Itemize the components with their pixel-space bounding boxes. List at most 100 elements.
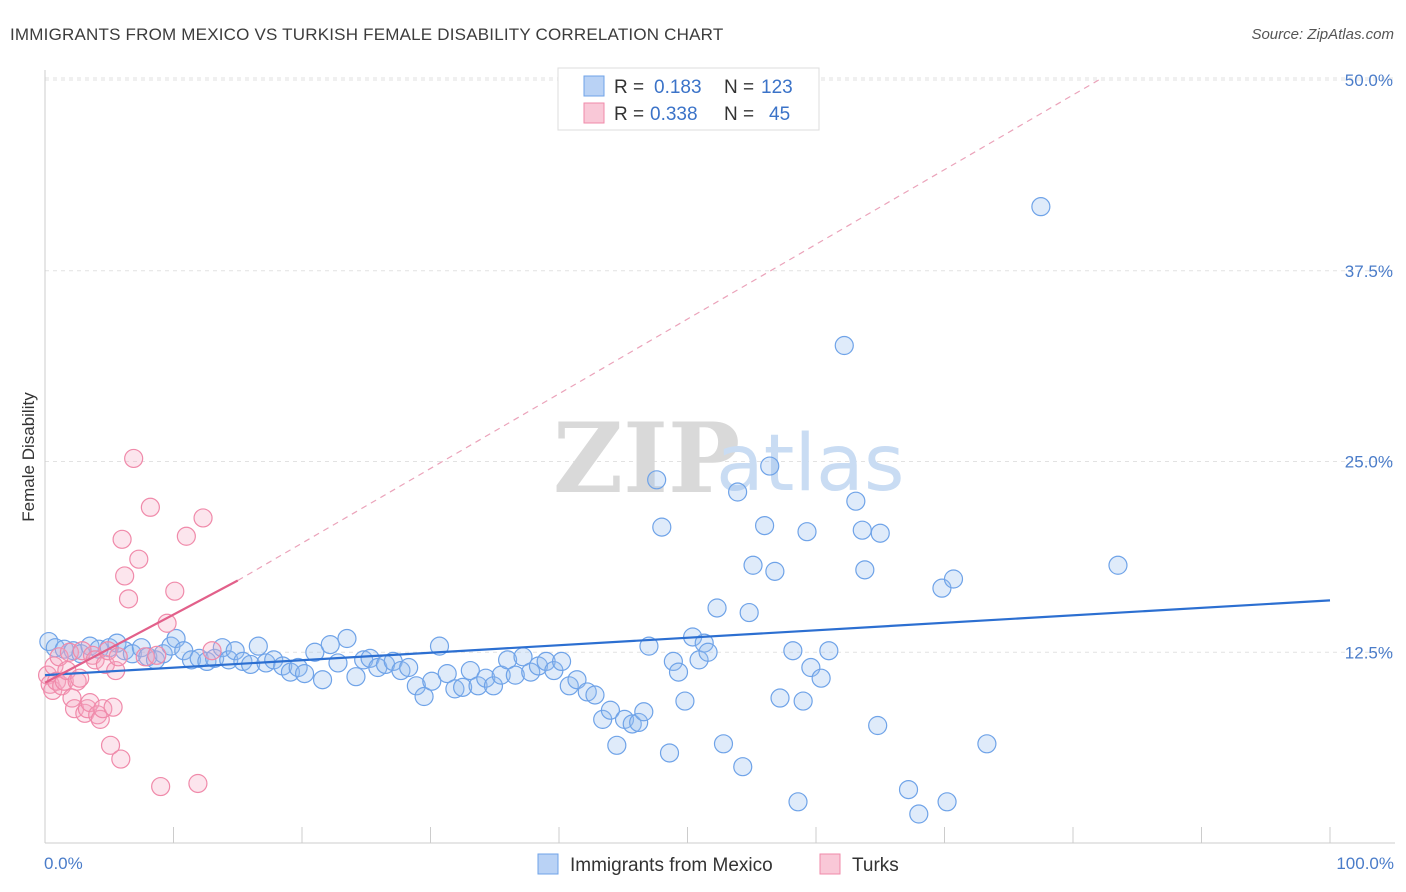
point-0-108 <box>852 520 872 540</box>
point-0-117 <box>977 734 997 754</box>
series-swatch-turks <box>819 853 841 875</box>
point-0-48 <box>414 686 434 707</box>
point-0-109 <box>855 560 875 580</box>
chart-source: Source: ZipAtlas.com <box>1251 26 1394 43</box>
point-0-81 <box>659 743 680 763</box>
watermark-atlas: atlas <box>716 419 905 509</box>
axes <box>44 70 1395 844</box>
y-tick-label-0: 12.5% <box>1345 643 1393 662</box>
legend-r-label-mexico: R = <box>614 77 644 98</box>
point-0-72 <box>600 700 621 720</box>
point-1-26 <box>103 697 123 717</box>
point-0-112 <box>898 779 919 800</box>
point-0-73 <box>607 735 627 755</box>
x-ticks <box>44 827 1331 843</box>
y-tick-labels: 12.5% 25.0% 37.5% 50.0% <box>1345 71 1393 662</box>
point-0-70 <box>585 685 605 705</box>
point-0-104 <box>811 668 831 688</box>
point-0-82 <box>663 651 683 672</box>
point-0-68 <box>567 670 587 690</box>
legend-n-value-turks: 45 <box>769 104 790 125</box>
point-0-51 <box>437 664 457 684</box>
point-0-110 <box>868 715 888 736</box>
point-0-57 <box>483 676 504 696</box>
series-points-1 <box>37 448 222 797</box>
point-0-88 <box>698 642 718 662</box>
point-0-59 <box>498 650 518 670</box>
point-1-34 <box>129 549 149 569</box>
point-0-107 <box>846 491 866 511</box>
x-tick-label-min: 0.0% <box>44 854 83 873</box>
legend-r-label-turks: R = <box>614 104 644 125</box>
point-0-89 <box>707 598 727 618</box>
legend-swatch-turks <box>583 102 605 124</box>
point-0-69 <box>577 682 597 702</box>
point-0-102 <box>797 522 817 542</box>
point-0-67 <box>559 676 579 696</box>
y-tick-label-3: 50.0% <box>1345 71 1393 90</box>
point-0-79 <box>647 470 667 490</box>
point-0-78 <box>639 636 659 656</box>
point-0-24 <box>225 641 245 661</box>
legend-n-value-mexico: 123 <box>761 77 793 98</box>
stats-legend: R = 0.183 N = 123 R = 0.338 N = 45 <box>557 67 820 131</box>
point-0-18 <box>181 650 202 670</box>
trend-extension-1 <box>237 79 1100 582</box>
legend-swatch-mexico <box>583 75 605 97</box>
point-0-95 <box>754 515 775 536</box>
chart-title: IMMIGRANTS FROM MEXICO VS TURKISH FEMALE… <box>10 25 723 44</box>
point-0-111 <box>870 523 890 543</box>
series-points-0 <box>39 197 1128 824</box>
watermark-zip: ZIP <box>553 402 740 515</box>
point-0-92 <box>733 757 753 777</box>
point-0-106 <box>834 335 854 356</box>
series-label-mexico: Immigrants from Mexico <box>570 855 773 876</box>
point-0-27 <box>248 636 268 656</box>
legend-r-value-turks: 0.338 <box>650 104 698 125</box>
point-0-55 <box>468 676 488 696</box>
point-0-91 <box>728 482 748 502</box>
point-0-46 <box>399 657 419 678</box>
point-0-33 <box>294 664 315 684</box>
watermark: ZIP atlas <box>553 402 905 515</box>
point-0-77 <box>634 702 654 722</box>
trend-line-1 <box>44 579 239 684</box>
point-0-21 <box>205 648 225 668</box>
y-tick-label-1: 25.0% <box>1345 453 1393 472</box>
series-label-turks: Turks <box>852 855 899 876</box>
series-swatch-mexico <box>537 853 559 875</box>
point-0-49 <box>422 671 442 691</box>
point-1-32 <box>118 589 139 609</box>
point-0-83 <box>668 662 689 682</box>
point-0-60 <box>505 665 525 685</box>
point-0-47 <box>406 676 426 696</box>
point-0-96 <box>760 456 780 476</box>
point-0-62 <box>521 662 541 682</box>
point-1-41 <box>176 526 196 546</box>
point-0-105 <box>819 641 839 661</box>
point-0-93 <box>739 602 759 623</box>
point-1-38 <box>151 776 171 797</box>
point-0-118 <box>1031 197 1051 217</box>
point-0-35 <box>312 670 333 690</box>
point-0-45 <box>391 660 411 681</box>
point-0-53 <box>453 677 473 697</box>
point-0-98 <box>770 688 790 708</box>
point-1-40 <box>165 581 185 601</box>
point-0-116 <box>943 569 964 589</box>
point-0-94 <box>743 555 763 575</box>
point-0-90 <box>713 734 734 754</box>
point-1-44 <box>202 641 222 661</box>
point-0-39 <box>346 667 366 687</box>
legend-n-label-turks: N = <box>724 104 754 125</box>
point-0-56 <box>476 668 496 688</box>
point-1-30 <box>112 529 132 549</box>
legend-n-label-mexico: N = <box>724 77 754 98</box>
point-1-37 <box>147 645 167 665</box>
point-0-16 <box>166 628 186 649</box>
point-1-36 <box>140 497 160 517</box>
point-0-52 <box>445 679 465 699</box>
y-axis-label: Female Disability <box>19 392 38 522</box>
trend-lines <box>44 79 1331 684</box>
